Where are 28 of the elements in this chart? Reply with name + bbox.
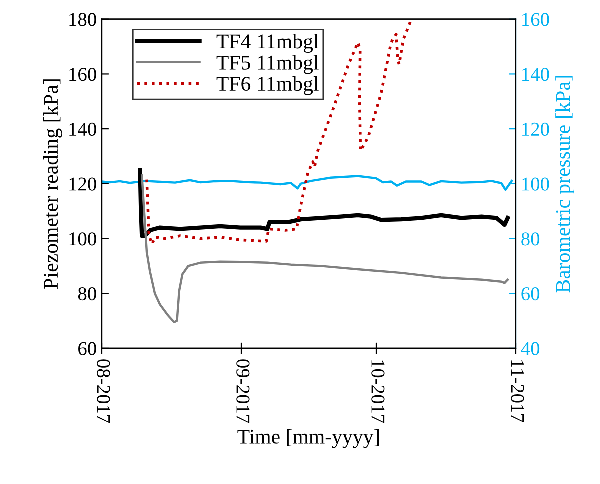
- line-series: [141, 174, 510, 324]
- y2-tick-label: 160: [522, 13, 550, 26]
- legend-label: TF6 11mbgl: [216, 76, 319, 96]
- y-tick-label: 180: [70, 13, 96, 26]
- x-tick-label: 08-2017: [97, 360, 110, 424]
- y-tick-label: 120: [70, 178, 96, 191]
- y2-tick-label: 100: [522, 178, 550, 191]
- line-series: [138, 168, 510, 238]
- line-series: [146, 19, 413, 246]
- line-series: [102, 175, 513, 192]
- y2-axis-title: Barometric pressure [kPa]: [556, 76, 574, 293]
- y2-tick-label: 140: [522, 68, 550, 82]
- x-tick-label: 10-2017: [372, 360, 385, 424]
- y-tick-label: 160: [70, 68, 96, 82]
- y-tick-label: 140: [70, 122, 96, 136]
- y-tick-label: 100: [70, 232, 96, 246]
- x-tick-label: 11-2017: [511, 360, 524, 422]
- y2-tick-label: 40: [521, 342, 540, 356]
- x-axis-title: Time [mm-yyyy]: [238, 429, 380, 448]
- y2-tick-label: 60: [522, 287, 540, 301]
- x-tick-label: 09-2017: [236, 360, 250, 424]
- y-axis-title: Piezometer reading [kPa]: [43, 80, 62, 290]
- legend-label: TF5 11mbgl: [216, 55, 319, 74]
- y2-tick-label: 120: [522, 122, 550, 136]
- y-tick-label: 60: [78, 342, 96, 356]
- y2-tick-label: 80: [522, 232, 540, 246]
- legend-label: TF4 11mbgl: [216, 34, 319, 54]
- y-tick-label: 80: [78, 287, 96, 301]
